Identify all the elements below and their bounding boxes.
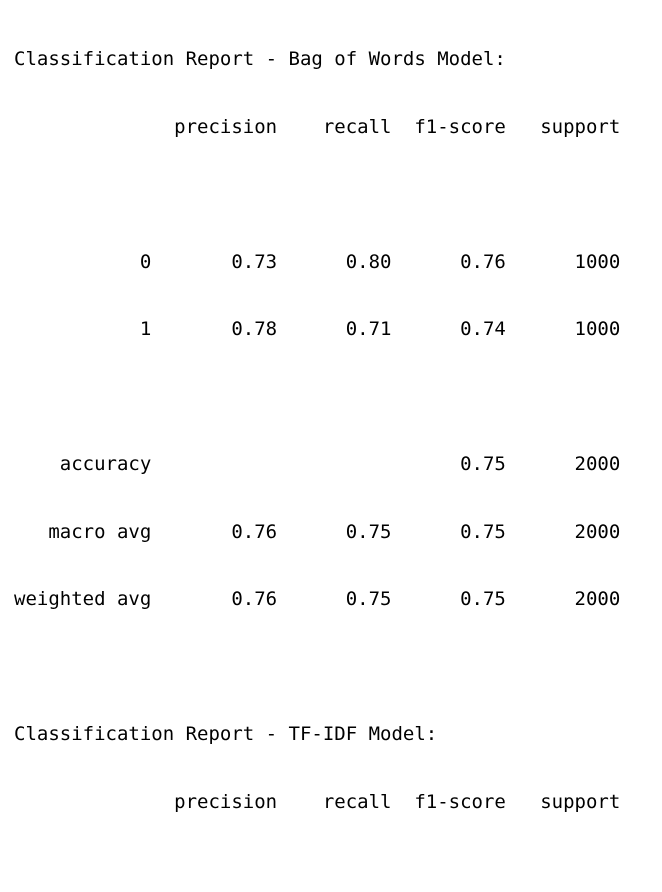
table-row: 0 0.73 0.80 0.76 1000: [14, 250, 621, 273]
table-row: accuracy 0.75 2000: [14, 453, 621, 475]
table-header: precision recall f1-score support: [14, 115, 621, 138]
blank-line: [14, 386, 620, 409]
blank-line: [14, 183, 620, 206]
table-row: macro avg 0.76 0.75 0.75 2000: [14, 520, 621, 543]
report-title-bow: Classification Report - Bag of Words Mod…: [14, 48, 506, 70]
blank-line: [14, 656, 620, 679]
table-header: precision recall f1-score support: [14, 790, 621, 813]
table-row: weighted avg 0.76 0.75 0.75 2000: [14, 588, 621, 610]
blank-line: [14, 858, 620, 881]
console-output: Classification Report - Bag of Words Mod…: [14, 3, 620, 892]
table-row: 1 0.78 0.71 0.74 1000: [14, 318, 621, 340]
report-title-tfidf: Classification Report - TF-IDF Model:: [14, 723, 438, 745]
